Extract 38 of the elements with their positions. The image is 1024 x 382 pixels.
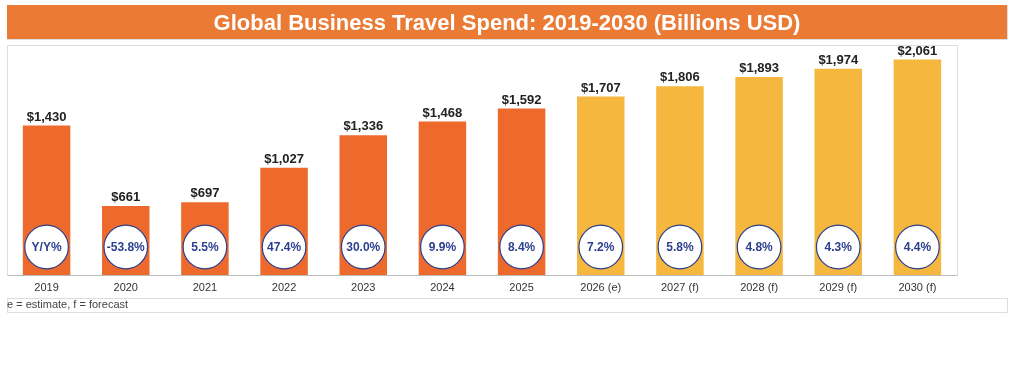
- data-label: $1,430: [26, 108, 67, 124]
- x-tick-label: 2019: [34, 280, 59, 293]
- data-label: $1,027: [264, 150, 304, 166]
- x-tick-label: 2030 (f): [898, 280, 937, 293]
- data-label: $1,893: [739, 60, 779, 76]
- annotation: 4.4%: [903, 240, 932, 254]
- x-tick-label: 2029 (f): [819, 280, 858, 293]
- annotation: 7.2%: [587, 240, 615, 254]
- annotation: -53.8%: [106, 240, 146, 254]
- data-label: $1,806: [660, 69, 700, 85]
- annotation: 4.8%: [745, 240, 774, 254]
- data-label: $1,974: [818, 51, 859, 67]
- x-tick-label: 2027 (f): [660, 280, 699, 293]
- annotation: 30.0%: [346, 240, 381, 254]
- x-tick-label: 2021: [192, 280, 218, 293]
- annotation: 47.4%: [267, 240, 302, 254]
- data-label: $1,336: [343, 118, 384, 134]
- data-label: $1,592: [501, 91, 542, 107]
- annotation: 4.3%: [824, 240, 853, 254]
- x-tick-label: 2022: [271, 280, 297, 293]
- data-label: $1,707: [580, 79, 621, 95]
- data-label: $2,061: [897, 42, 938, 58]
- data-label: $661: [111, 188, 141, 204]
- text: e = estimate, f = forecast: [7, 298, 129, 310]
- annotation: Y/Y%: [31, 240, 62, 254]
- x-tick-label: 2028 (f): [740, 280, 779, 293]
- x-tick-label: 2020: [113, 280, 138, 293]
- annotation: 5.5%: [191, 240, 219, 254]
- annotation: 5.8%: [666, 240, 694, 254]
- x-tick-label: 2025: [509, 280, 534, 293]
- annotation: 9.9%: [428, 240, 457, 254]
- data-label: $1,468: [422, 104, 463, 120]
- x-tick-label: 2023: [351, 280, 376, 293]
- chart-title: Global Business Travel Spend: 2019-2030 (Billions USD): [213, 10, 801, 35]
- x-tick-label: 2026 (e): [580, 280, 622, 293]
- data-label: $697: [190, 185, 220, 201]
- x-tick-label: 2024: [430, 280, 455, 293]
- annotation: 8.4%: [507, 240, 536, 254]
